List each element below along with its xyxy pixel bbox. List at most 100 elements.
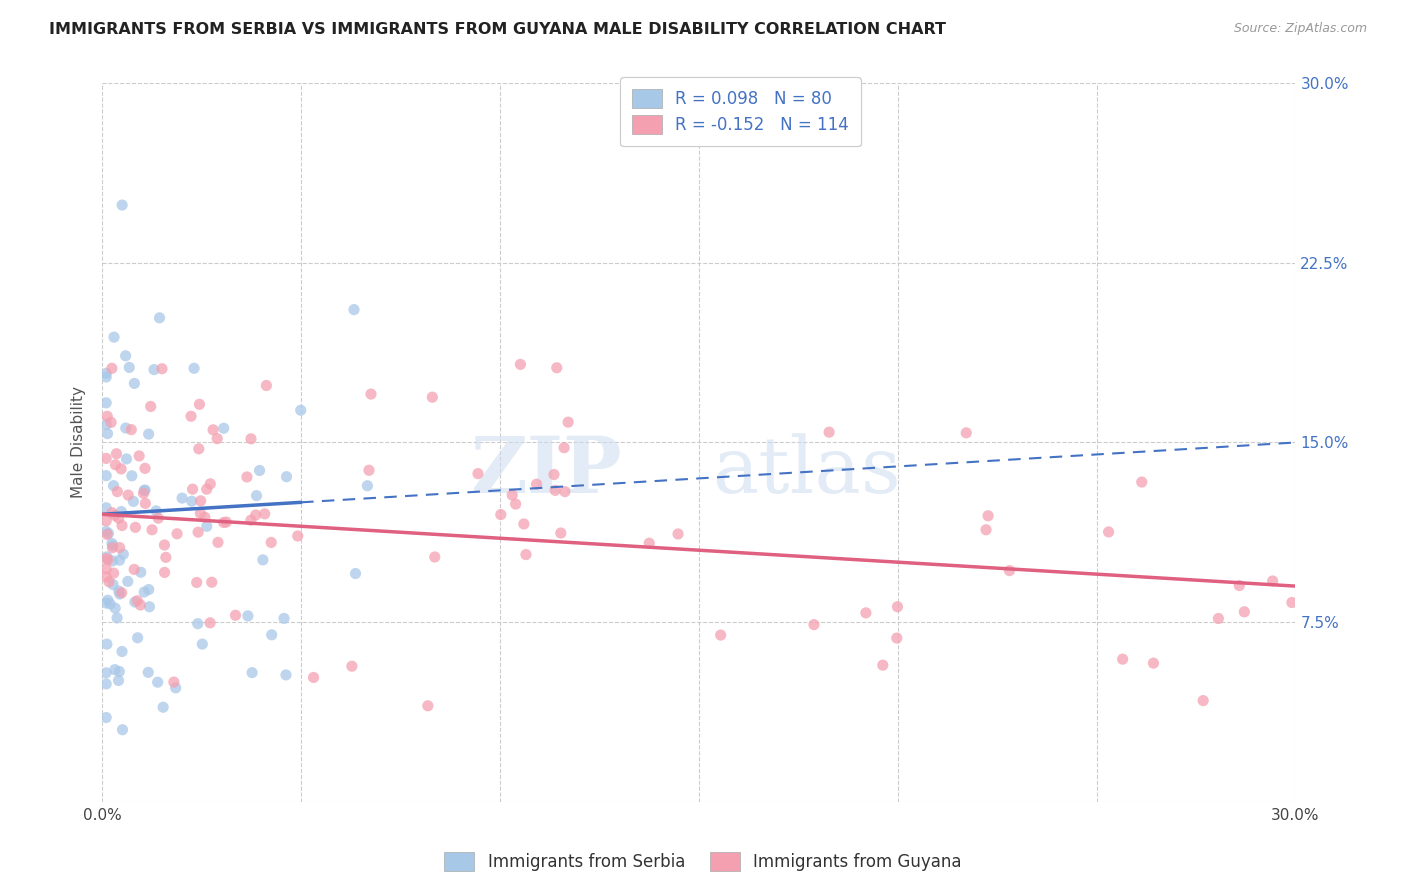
Point: [240, 432, 263, 446]
Point: [98, 574, 121, 589]
Point: [105, 611, 128, 625]
Point: [100, 416, 122, 430]
Point: [1192, 693, 1215, 707]
Point: [111, 585, 134, 599]
Point: [513, 516, 536, 531]
Point: [155, 550, 177, 565]
Point: [110, 504, 132, 518]
Point: [96, 677, 118, 691]
Point: [110, 462, 132, 476]
Point: [557, 415, 579, 429]
Point: [146, 675, 169, 690]
Point: [543, 467, 565, 482]
Point: [108, 587, 131, 601]
Point: [96, 514, 118, 528]
Point: [302, 670, 325, 684]
Point: [104, 458, 127, 472]
Point: [96, 570, 118, 584]
Point: [1208, 611, 1230, 625]
Point: [181, 482, 204, 496]
Point: [544, 483, 567, 498]
Point: [195, 519, 218, 533]
Point: [96, 370, 118, 384]
Point: [101, 536, 124, 550]
Point: [249, 463, 271, 477]
Point: [96, 665, 118, 680]
Point: [872, 658, 894, 673]
Point: [96, 527, 118, 541]
Point: [224, 608, 246, 623]
Point: [274, 668, 297, 682]
Point: [96, 549, 118, 564]
Point: [183, 361, 205, 376]
Point: [96, 417, 118, 432]
Point: [489, 508, 512, 522]
Point: [212, 516, 235, 530]
Point: [191, 637, 214, 651]
Point: [190, 493, 212, 508]
Point: [1227, 578, 1250, 592]
Point: [190, 506, 212, 520]
Point: [108, 541, 131, 555]
Point: [107, 511, 129, 525]
Point: [96, 562, 118, 576]
Point: [198, 615, 221, 630]
Point: [114, 349, 136, 363]
Point: [180, 409, 202, 424]
Point: [290, 403, 312, 417]
Point: [97, 593, 120, 607]
Point: [236, 608, 259, 623]
Point: [101, 554, 124, 568]
Point: [998, 564, 1021, 578]
Point: [276, 469, 298, 483]
Point: [1111, 652, 1133, 666]
Point: [138, 582, 160, 597]
Point: [343, 302, 366, 317]
Point: [96, 396, 118, 410]
Point: [134, 461, 156, 475]
Point: [148, 310, 170, 325]
Point: [129, 598, 152, 612]
Point: [136, 665, 159, 680]
Point: [141, 523, 163, 537]
Point: [152, 700, 174, 714]
Point: [252, 553, 274, 567]
Point: [416, 698, 439, 713]
Point: [96, 500, 118, 515]
Point: [96, 596, 118, 610]
Point: [108, 665, 131, 679]
Point: [1097, 524, 1119, 539]
Point: [138, 599, 160, 614]
Point: [104, 663, 127, 677]
Point: [115, 451, 138, 466]
Point: [111, 518, 134, 533]
Point: [1142, 656, 1164, 670]
Point: [104, 601, 127, 615]
Point: [105, 484, 128, 499]
Point: [638, 536, 661, 550]
Point: [101, 541, 124, 555]
Point: [710, 628, 733, 642]
Point: [180, 494, 202, 508]
Point: [505, 497, 527, 511]
Point: [501, 488, 523, 502]
Point: [207, 535, 229, 549]
Point: [554, 484, 576, 499]
Point: [200, 476, 222, 491]
Point: [101, 506, 124, 520]
Point: [96, 451, 118, 466]
Point: [124, 595, 146, 609]
Point: [515, 548, 537, 562]
Point: [96, 551, 118, 566]
Point: [153, 566, 176, 580]
Point: [239, 513, 262, 527]
Point: [117, 488, 139, 502]
Point: [420, 390, 443, 404]
Point: [134, 483, 156, 497]
Point: [165, 681, 187, 695]
Point: [245, 508, 267, 522]
Point: [550, 526, 572, 541]
Point: [108, 584, 131, 599]
Text: IMMIGRANTS FROM SERBIA VS IMMIGRANTS FROM GUYANA MALE DISABILITY CORRELATION CHA: IMMIGRANTS FROM SERBIA VS IMMIGRANTS FRO…: [49, 22, 946, 37]
Point: [143, 362, 166, 376]
